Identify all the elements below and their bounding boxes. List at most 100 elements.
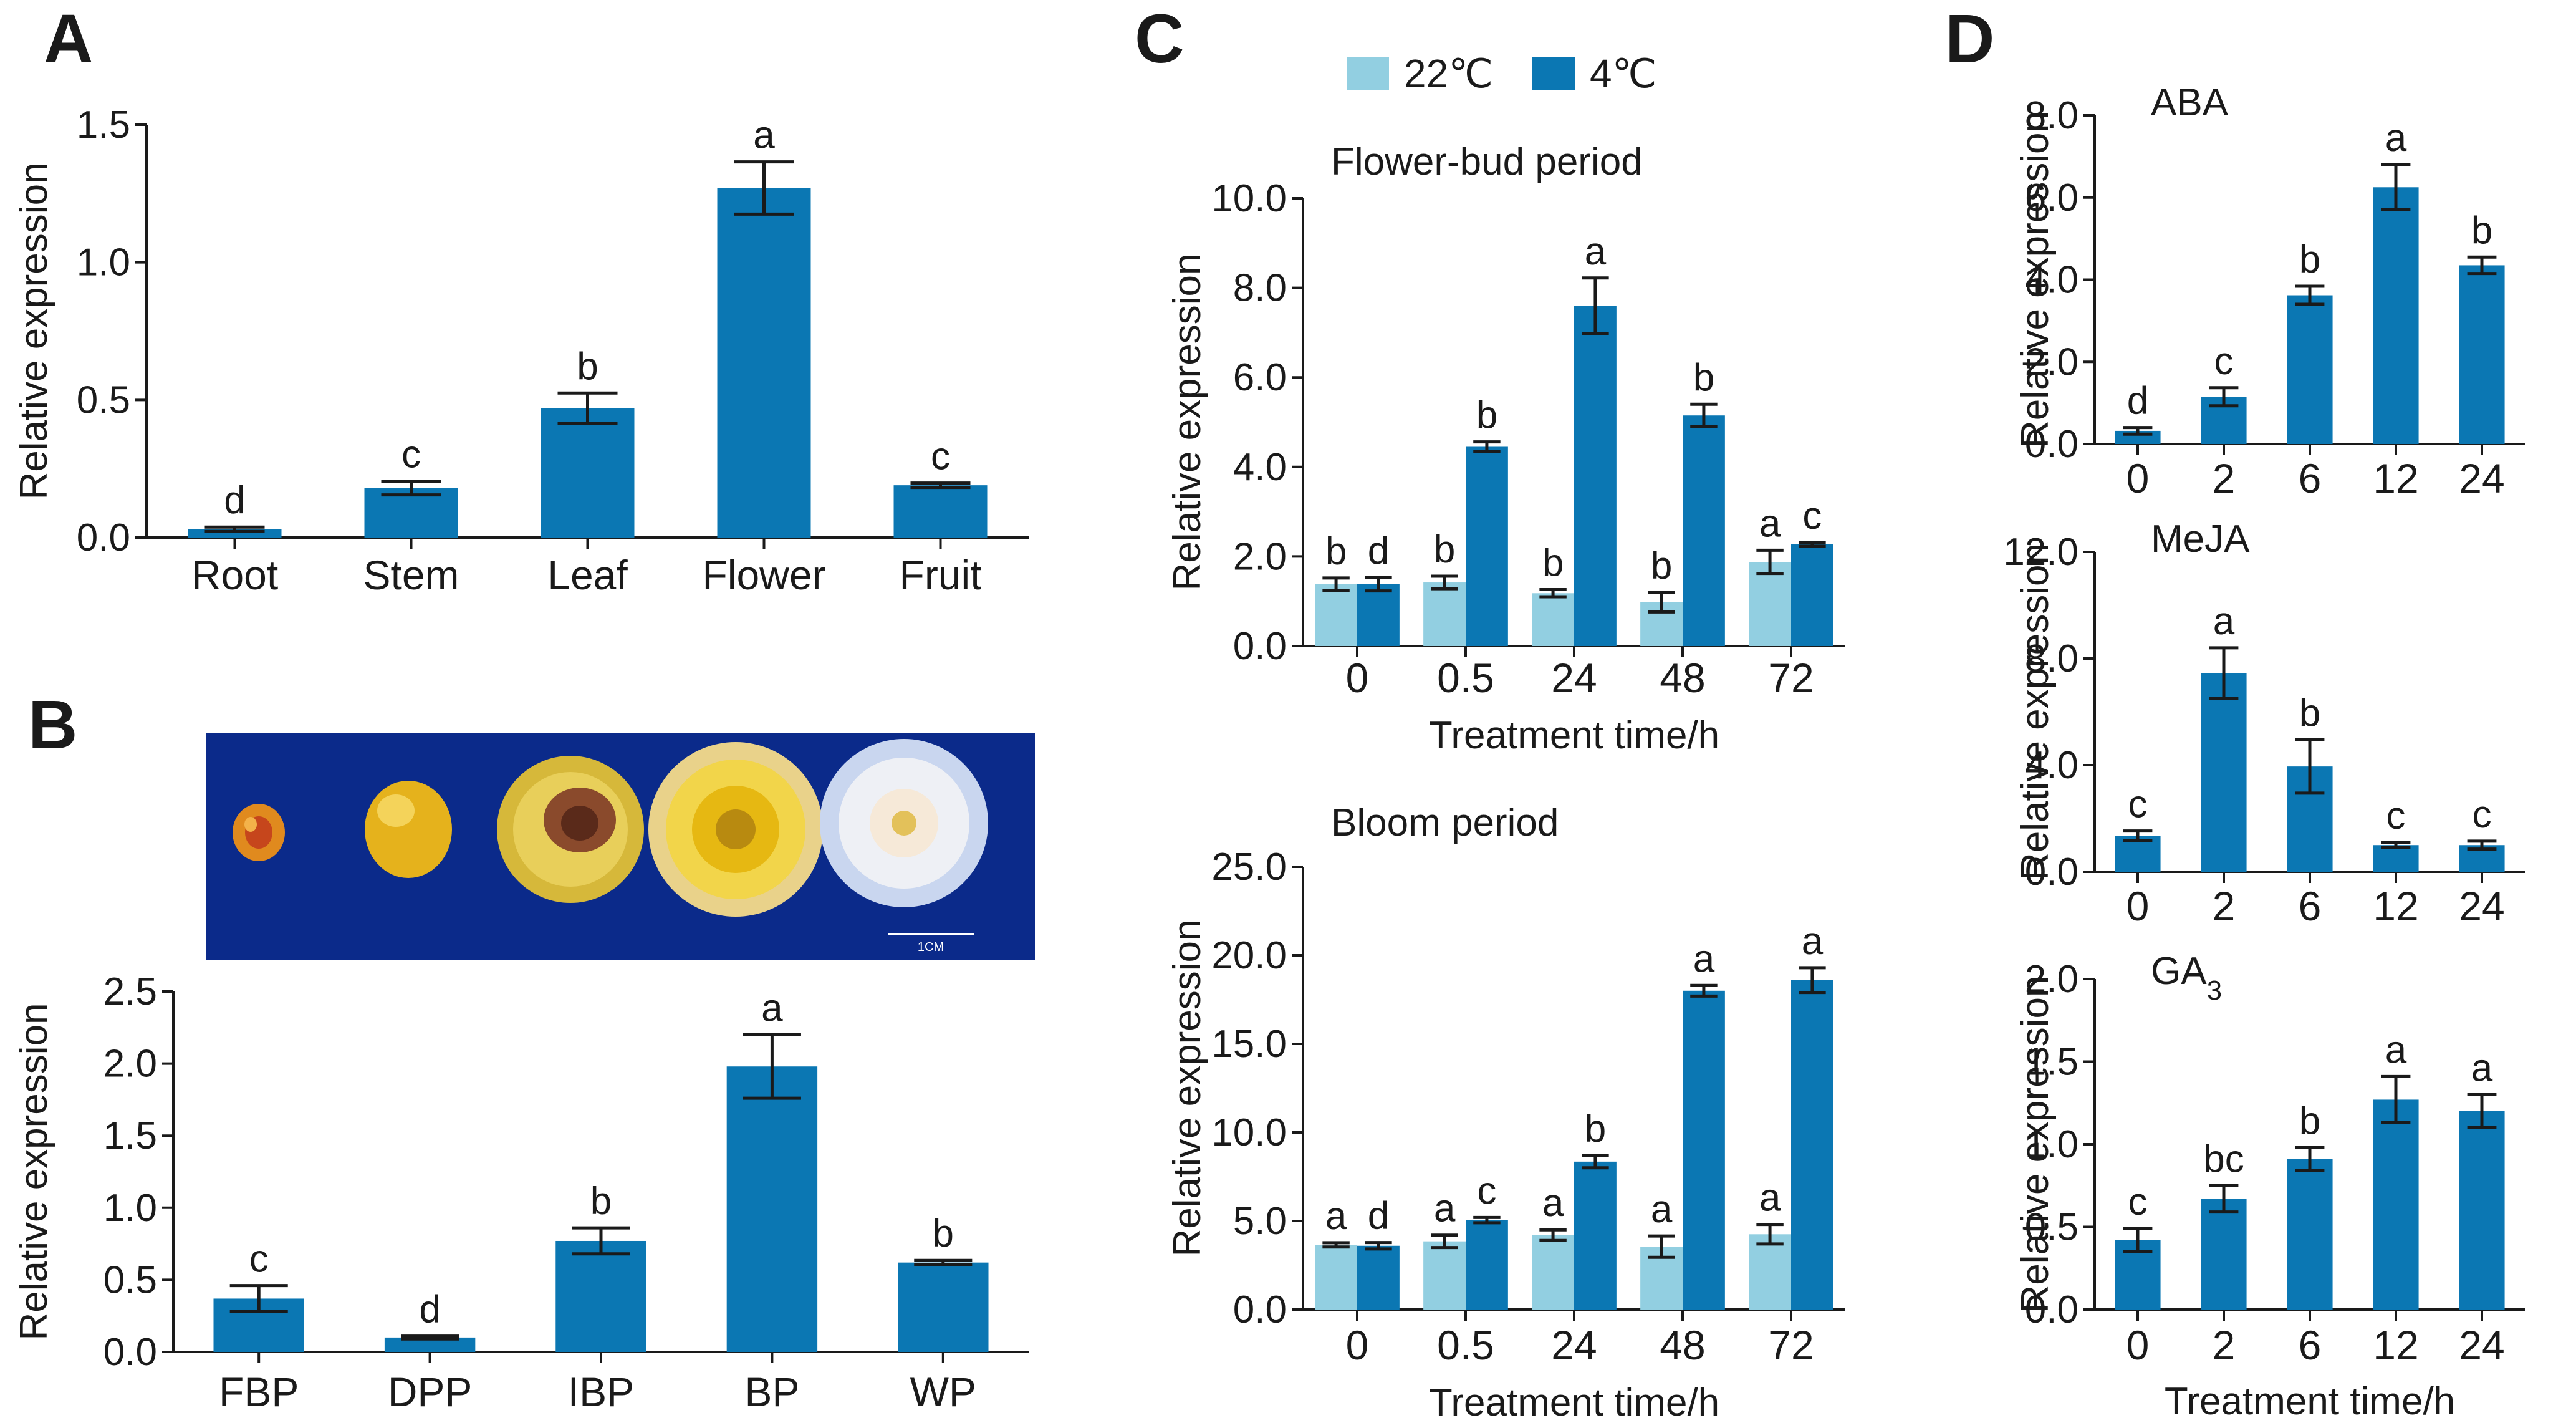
y-tick-label: 0.0 [1233,1288,1287,1331]
y-tick-label: 1.5 [2025,1041,2079,1084]
legend-swatch-22c [1347,57,1389,90]
significance-label: b [590,1180,612,1223]
bar [2287,295,2333,444]
y-tick-label: 2.0 [1233,535,1287,578]
significance-label: a [1759,1177,1781,1220]
bar [1532,593,1574,646]
y-axis-label: Relative expression [2014,543,2057,880]
y-tick-label: 2.0 [103,1043,157,1086]
bar [2201,1199,2247,1310]
x-tick-label: 12 [2373,883,2418,929]
y-axis-label: Relative expression [1166,919,1209,1257]
bar [1574,306,1617,646]
x-tick-label: 12 [2373,1322,2418,1368]
significance-label: b [933,1212,954,1255]
y-tick-label: 25.0 [1211,846,1287,889]
bar [893,485,988,538]
bar [1791,980,1833,1310]
y-tick-label: 2.0 [2025,958,2079,1001]
chart-title-text: ABA [2151,81,2229,124]
panel-letter-c: C [1135,1,1184,77]
y-tick-label: 10.0 [1211,177,1287,220]
bar [541,408,635,538]
chart-title-text: MeJA [2151,518,2250,561]
flower-bud-dpp [365,781,452,878]
significance-label: b [2299,1099,2320,1142]
y-tick-label: 0.0 [2025,851,2079,894]
significance-label: d [419,1288,440,1331]
x-tick-label: 2 [2213,883,2236,929]
x-tick-label: Flower [702,552,825,598]
significance-label: b [1585,1107,1606,1151]
significance-label: a [2385,117,2407,160]
bar [555,1240,646,1352]
significance-label: b [2299,238,2320,281]
significance-label: bc [2203,1137,2244,1180]
y-tick-label: 5.0 [1233,1200,1287,1243]
x-tick-label: 24 [2459,883,2504,929]
y-tick-label: 6.0 [2025,176,2079,220]
chart-title-text: Bloom period [1331,801,1559,844]
y-tick-label: 6.0 [1233,356,1287,399]
y-axis-label: Relative expression [12,162,55,499]
significance-label: a [1325,1195,1347,1238]
bar [2373,845,2419,872]
bar [1357,584,1400,646]
y-tick-label: 1.0 [2025,1123,2079,1166]
x-tick-label: 0.5 [1437,1322,1494,1368]
significance-label: b [1325,530,1347,573]
significance-label: c [2214,340,2234,383]
x-tick-label: 0 [2127,883,2150,929]
x-tick-label: Root [191,552,278,598]
y-tick-label: 2.5 [103,970,157,1013]
x-tick-label: Stem [363,552,459,598]
x-tick-label: 2 [2213,1322,2236,1368]
significance-label: a [2213,600,2235,643]
chart-title-text: Flower-bud period [1331,140,1643,183]
chart-title: Bloom period [1331,801,1559,844]
x-axis-label: Treatment time/h [1429,1381,1719,1424]
bar [1466,1220,1508,1310]
significance-label: a [1651,1188,1673,1231]
bar [1423,1241,1466,1310]
significance-label: a [1542,1182,1564,1225]
panel-letter-d: D [1945,1,1994,77]
significance-label: a [2385,1028,2407,1071]
x-tick-label: 48 [1660,1322,1705,1368]
significance-label: c [1477,1169,1496,1212]
significance-label: a [1434,1187,1456,1230]
y-tick-label: 4.0 [2025,259,2079,302]
y-tick-label: 8.0 [2025,637,2079,680]
bar [1574,1161,1617,1310]
y-tick-label: 8.0 [1233,267,1287,310]
significance-label: b [1651,544,1672,587]
y-tick-label: 20.0 [1211,934,1287,977]
bar [1357,1245,1400,1310]
significance-label: c [2386,794,2406,837]
y-tick-label: 1.0 [77,241,130,284]
bar [384,1337,476,1352]
significance-label: c [401,433,421,476]
significance-label: c [2128,783,2148,826]
bar [2459,265,2505,444]
flower-withered-wp [820,739,988,907]
x-tick-label: 2 [2213,455,2236,501]
x-tick-label: 48 [1660,655,1705,701]
y-axis-label: Relative expression [2014,111,2057,448]
significance-label: c [1802,494,1822,538]
y-tick-label: 0.5 [77,379,130,422]
significance-label: d [1368,529,1389,572]
significance-label: c [2128,1180,2148,1223]
significance-label: c [249,1238,269,1281]
x-axis-label: Treatment time/h [2165,1380,2455,1423]
bar [1749,562,1791,646]
y-tick-label: 15.0 [1211,1023,1287,1066]
panel-letter-b: B [28,687,77,763]
chart-title: Flower-bud period [1331,140,1643,183]
y-tick-label: 0.0 [2025,423,2079,466]
significance-label: b [577,345,598,388]
flower-stages-photo: 1CM [206,733,1035,960]
